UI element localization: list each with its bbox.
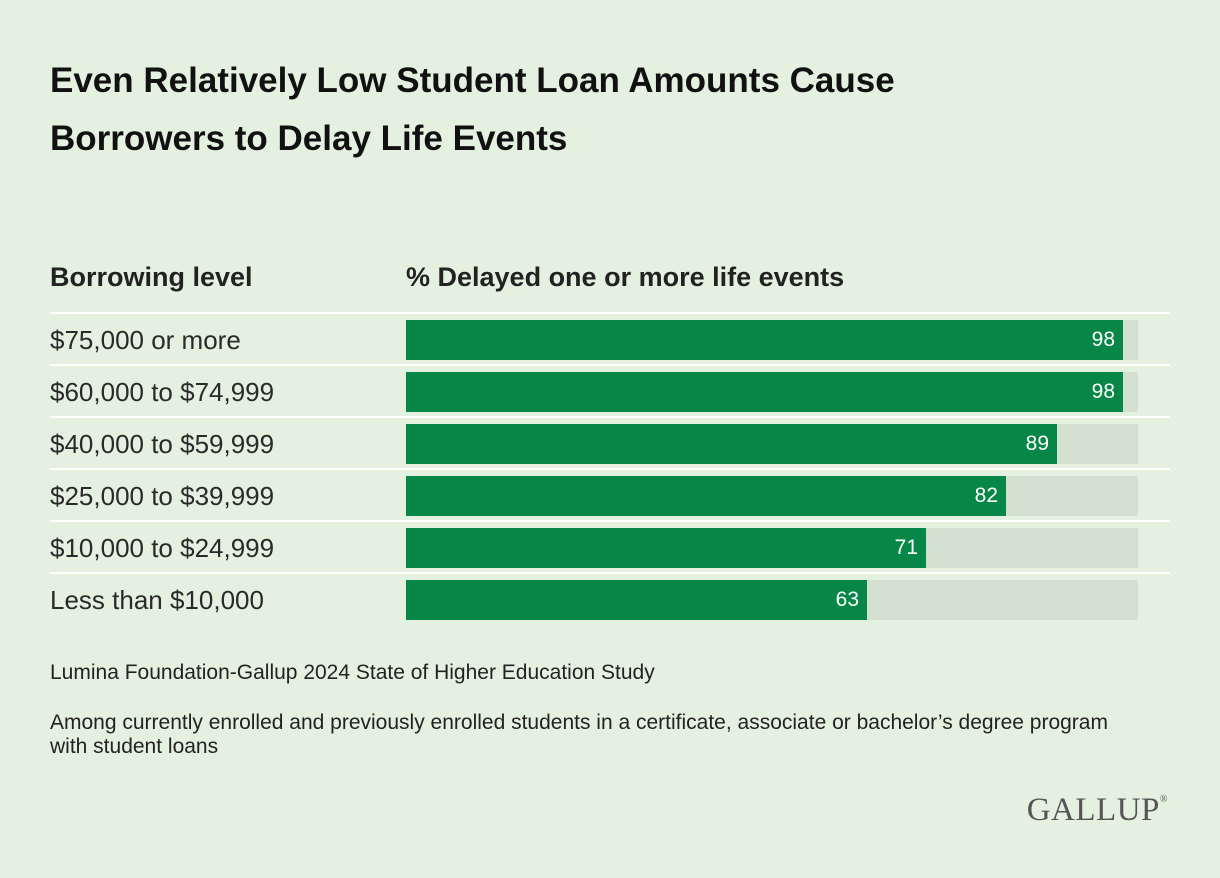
category-label: $40,000 to $59,999 (50, 429, 275, 459)
bar-value-label: 89 (1025, 432, 1049, 455)
gallup-logo: GALLUP® (1027, 792, 1168, 829)
bar (406, 580, 867, 620)
column-header-borrowing-level: Borrowing level (50, 262, 253, 292)
chart-title: Even Relatively Low Student Loan Amounts… (50, 61, 895, 158)
category-label: $75,000 or more (50, 325, 241, 355)
bar-value-label: 98 (1091, 328, 1115, 351)
category-label: $60,000 to $74,999 (50, 377, 275, 407)
row-separator (50, 312, 1170, 314)
bar-value-label: 63 (835, 588, 859, 611)
row-separator (50, 364, 1170, 366)
bar-track: 63 (406, 580, 1138, 620)
bar-track: 98 (406, 320, 1138, 360)
row-separator (50, 520, 1170, 522)
gallup-logo-text: GALLUP (1026, 792, 1160, 828)
category-label: $10,000 to $24,999 (50, 533, 275, 563)
bar-track: 71 (406, 528, 1138, 568)
row-separator (50, 468, 1170, 470)
bar (406, 424, 1057, 464)
bar (406, 476, 1006, 516)
bar-value-label: 71 (894, 536, 918, 559)
bar (406, 372, 1123, 412)
bar-value-label: 82 (974, 484, 998, 507)
bar-track: 82 (406, 476, 1138, 516)
bar (406, 320, 1123, 360)
bar-value-label: 98 (1091, 380, 1115, 403)
registered-mark: ® (1159, 794, 1168, 805)
bar-track: 89 (406, 424, 1138, 464)
note-text: Among currently enrolled and previously … (50, 711, 1108, 758)
category-label: Less than $10,000 (50, 585, 264, 615)
bar (406, 528, 926, 568)
source-text: Lumina Foundation-Gallup 2024 State of H… (50, 661, 655, 684)
bar-track: 98 (406, 372, 1138, 412)
row-separator (50, 572, 1170, 574)
column-header-percent-delayed: % Delayed one or more life events (406, 262, 845, 292)
category-label: $25,000 to $39,999 (50, 481, 275, 511)
row-separator (50, 416, 1170, 418)
